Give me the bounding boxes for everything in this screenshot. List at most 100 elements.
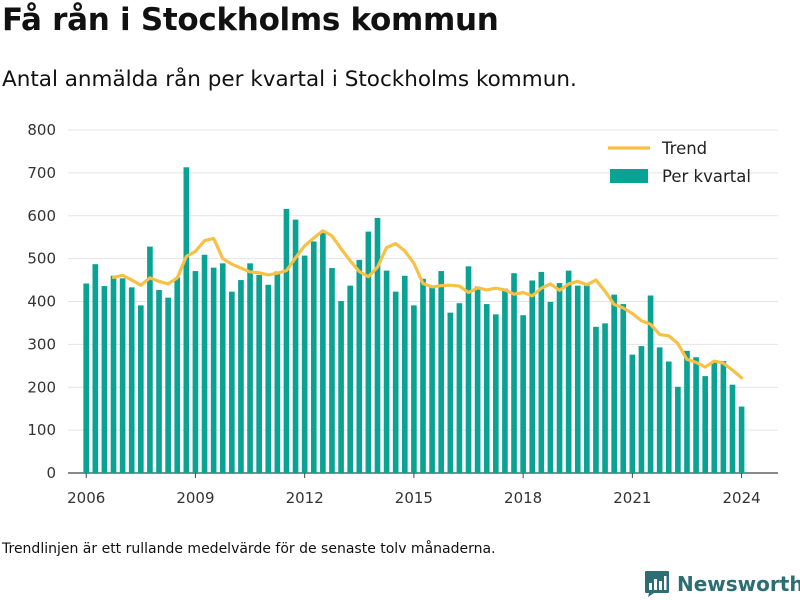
- bar: [392, 291, 399, 473]
- bar: [656, 347, 663, 473]
- bar: [320, 231, 326, 473]
- bar-series: [83, 167, 745, 474]
- bar: [274, 271, 281, 473]
- bar: [620, 304, 627, 473]
- bar: [684, 350, 690, 473]
- bar: [356, 259, 363, 473]
- bar: [638, 346, 645, 473]
- legend-bar-label: Per kvartal: [662, 167, 751, 186]
- x-tick-label: 2015: [395, 489, 433, 507]
- bar: [347, 285, 353, 473]
- chart-title: Få rån i Stockholms kommun: [2, 2, 499, 38]
- x-tick-label: 2021: [613, 489, 651, 507]
- y-tick-label: 0: [46, 464, 56, 482]
- x-tick-label: 2024: [722, 489, 760, 507]
- bar: [83, 283, 90, 473]
- y-tick-label: 200: [27, 378, 56, 396]
- bar: [565, 270, 572, 473]
- y-tick-label: 700: [27, 164, 56, 182]
- bar: [329, 268, 335, 473]
- bar: [101, 286, 108, 473]
- bar: [720, 361, 727, 473]
- bar: [219, 263, 226, 473]
- bar: [210, 267, 217, 473]
- bar: [465, 266, 472, 473]
- bar: [665, 361, 672, 473]
- bar: [147, 246, 153, 473]
- legend: Trend Per kvartal: [608, 139, 751, 186]
- bar: [119, 278, 126, 473]
- bar: [411, 305, 417, 473]
- bar: [438, 271, 445, 473]
- bar: [738, 406, 745, 473]
- footnote: Trendlinjen är ett rullande medelvärde f…: [2, 541, 496, 557]
- bar: [456, 303, 463, 473]
- bar: [511, 273, 517, 473]
- bar: [675, 386, 681, 473]
- bar: [483, 304, 490, 473]
- bar: [529, 280, 536, 473]
- bar: [265, 284, 272, 473]
- y-tick-label: 100: [27, 421, 56, 439]
- x-tick-label: 2018: [504, 489, 542, 507]
- bar: [292, 219, 299, 473]
- y-tick-label: 300: [27, 335, 56, 353]
- bar: [338, 301, 344, 473]
- bar: [92, 264, 99, 473]
- legend-bar-swatch: [610, 169, 648, 183]
- bar: [447, 312, 454, 473]
- bar: [310, 241, 317, 473]
- bar: [584, 285, 590, 473]
- x-tick-label: 2009: [176, 489, 214, 507]
- bar: [593, 326, 599, 473]
- bar: [474, 286, 481, 473]
- bar: [138, 305, 144, 473]
- bar: [502, 288, 508, 473]
- bar: [374, 217, 381, 473]
- brand-name: Newsworthy: [677, 572, 800, 596]
- bar: [174, 277, 181, 473]
- bar: [429, 286, 435, 473]
- y-tick-label: 400: [27, 293, 56, 311]
- bar: [729, 384, 736, 473]
- x-tick-label: 2012: [286, 489, 324, 507]
- y-tick-label: 600: [27, 207, 56, 225]
- bar: [165, 297, 171, 473]
- bar: [547, 301, 554, 473]
- brand-logo[interactable]: Newsworthy: [644, 568, 800, 600]
- bar: [229, 291, 235, 473]
- bar: [256, 274, 262, 473]
- bar: [693, 357, 699, 473]
- bar: [283, 208, 290, 473]
- bar: [538, 271, 545, 473]
- bar: [110, 275, 117, 473]
- bar: [247, 263, 253, 473]
- newsworthy-logo-icon: [645, 571, 669, 597]
- x-axis: 2006 2009 2012 2015 2018 2021 2024: [67, 473, 761, 507]
- bar: [383, 270, 390, 473]
- y-tick-label: 800: [27, 121, 56, 139]
- y-tick-label: 500: [27, 250, 56, 268]
- bar: [301, 255, 308, 473]
- bar: [238, 280, 244, 473]
- x-tick-label: 2006: [67, 489, 105, 507]
- bar: [493, 314, 499, 473]
- bar: [192, 271, 199, 473]
- bar: [611, 294, 617, 473]
- bar: [156, 289, 162, 473]
- chart-subtitle: Antal anmälda rån per kvartal i Stockhol…: [2, 67, 577, 92]
- bar: [574, 285, 581, 473]
- trend-line: [111, 229, 744, 380]
- bar: [420, 278, 426, 473]
- bar: [556, 283, 563, 473]
- y-axis: 0 100 200 300 400 500 600 700 800: [27, 121, 56, 482]
- bar: [520, 315, 526, 473]
- bar: [629, 354, 636, 473]
- bar: [647, 295, 654, 473]
- bar: [128, 287, 135, 473]
- bar: [602, 323, 608, 473]
- legend-trend-label: Trend: [661, 139, 707, 158]
- bar: [702, 376, 708, 473]
- bar: [183, 167, 190, 474]
